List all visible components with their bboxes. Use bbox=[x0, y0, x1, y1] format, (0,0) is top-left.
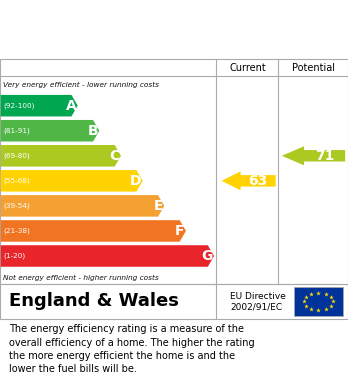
Text: Potential: Potential bbox=[292, 63, 335, 73]
Polygon shape bbox=[282, 146, 345, 165]
Text: Energy Efficiency Rating: Energy Efficiency Rating bbox=[10, 21, 239, 39]
Text: (55-68): (55-68) bbox=[3, 178, 30, 184]
Text: England & Wales: England & Wales bbox=[9, 292, 179, 310]
Text: G: G bbox=[201, 249, 213, 263]
Text: 63: 63 bbox=[248, 174, 268, 188]
Text: C: C bbox=[109, 149, 120, 163]
Text: (39-54): (39-54) bbox=[3, 203, 30, 209]
Polygon shape bbox=[1, 95, 78, 117]
Text: (1-20): (1-20) bbox=[3, 253, 26, 259]
Polygon shape bbox=[1, 195, 164, 217]
Text: (69-80): (69-80) bbox=[3, 152, 30, 159]
Text: Very energy efficient - lower running costs: Very energy efficient - lower running co… bbox=[3, 82, 159, 88]
Text: A: A bbox=[65, 99, 76, 113]
Text: Current: Current bbox=[229, 63, 266, 73]
Polygon shape bbox=[222, 171, 276, 190]
Text: D: D bbox=[130, 174, 141, 188]
Polygon shape bbox=[1, 245, 214, 267]
Text: The energy efficiency rating is a measure of the
overall efficiency of a home. T: The energy efficiency rating is a measur… bbox=[9, 325, 254, 374]
Text: Not energy efficient - higher running costs: Not energy efficient - higher running co… bbox=[3, 274, 159, 281]
Polygon shape bbox=[1, 220, 186, 242]
Text: EU Directive
2002/91/EC: EU Directive 2002/91/EC bbox=[230, 292, 286, 311]
Polygon shape bbox=[1, 170, 143, 192]
Polygon shape bbox=[1, 120, 99, 142]
Text: (81-91): (81-91) bbox=[3, 127, 30, 134]
Text: B: B bbox=[87, 124, 98, 138]
Text: (21-38): (21-38) bbox=[3, 228, 30, 234]
Text: F: F bbox=[175, 224, 184, 238]
Text: E: E bbox=[153, 199, 163, 213]
Polygon shape bbox=[1, 145, 121, 167]
Text: (92-100): (92-100) bbox=[3, 102, 35, 109]
Text: 71: 71 bbox=[315, 149, 334, 163]
Bar bbox=[294, 287, 343, 316]
